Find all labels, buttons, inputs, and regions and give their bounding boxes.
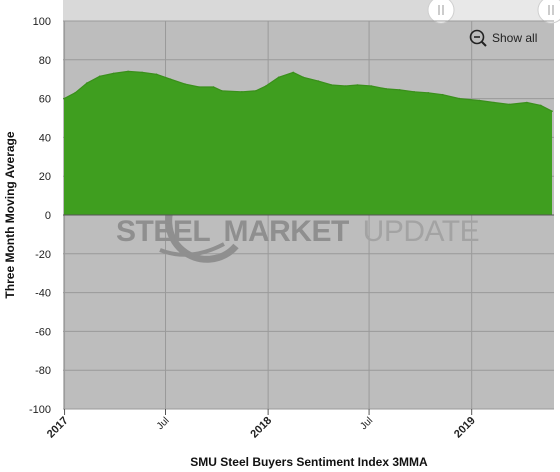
data-point [212,86,215,88]
y-axis-ticks: 100 80 60 40 20 0 -20 -40 -60 -80 -100 [29,16,51,416]
range-handle-icon [548,5,554,15]
x-axis-title: SMU Steel Buyers Sentiment Index 3MMA [190,455,428,469]
y-tick-label: -20 [35,249,51,261]
x-tick-label: 2019 [452,415,478,441]
x-axis-ticks: 2017 Jul 2018 Jul 2019 [45,409,478,440]
data-point [265,85,267,87]
data-point [74,92,76,94]
x-tick-label: Jul [155,415,172,432]
data-point [302,76,305,79]
data-point [241,91,243,93]
show-all-label: Show all [492,31,537,45]
watermark-text: STEEL MARKET UPDATE [116,215,479,248]
data-point [277,76,280,79]
y-tick-label: 100 [33,16,51,28]
data-point [540,104,542,107]
y-tick-label: 40 [39,132,51,144]
data-point [141,71,143,74]
data-point [155,73,158,76]
navigator-selection[interactable] [63,0,441,21]
series-area [64,71,552,216]
navigator-left-handle[interactable] [427,0,455,24]
data-point [441,93,444,96]
data-point [198,86,200,88]
data-point [508,103,511,106]
data-point [526,101,528,104]
y-axis-title: Three Month Moving Average [3,131,17,298]
data-point [344,85,347,87]
data-point [413,91,416,93]
y-tick-label: -60 [35,326,51,338]
data-point [398,89,401,91]
y-tick-label: -80 [35,365,51,377]
data-point [330,84,333,86]
data-point [112,72,115,75]
data-point [551,110,553,112]
data-point [221,90,223,92]
y-tick-label: 20 [39,171,51,183]
x-tick-label: Jul [358,415,375,432]
data-point [98,75,101,78]
data-point [63,97,65,100]
data-point [255,90,257,92]
x-tick-label: 2017 [45,415,71,441]
x-tick-label: 2018 [248,415,274,441]
y-tick-label: 0 [45,210,51,222]
data-point [478,99,481,102]
show-all-button[interactable]: Show all [469,29,538,47]
series-line [63,70,553,112]
y-tick-label: 80 [39,55,51,67]
data-point [385,88,388,90]
range-handle-icon [438,5,444,15]
data-point [458,97,461,100]
series-layer [63,70,553,216]
data-point [317,80,320,82]
data-point [493,101,495,104]
y-tick-label: 60 [39,94,51,106]
data-point [427,92,430,94]
data-point [184,83,186,85]
data-point [127,70,129,73]
data-point [86,82,88,84]
y-tick-label: -40 [35,288,51,300]
data-point [356,84,359,86]
zoom-out-icon [469,29,487,47]
navigator-right-handle[interactable] [537,0,560,24]
data-point [292,71,295,74]
y-tick-label: -100 [29,404,51,416]
data-point [169,78,172,80]
data-point [370,85,373,87]
